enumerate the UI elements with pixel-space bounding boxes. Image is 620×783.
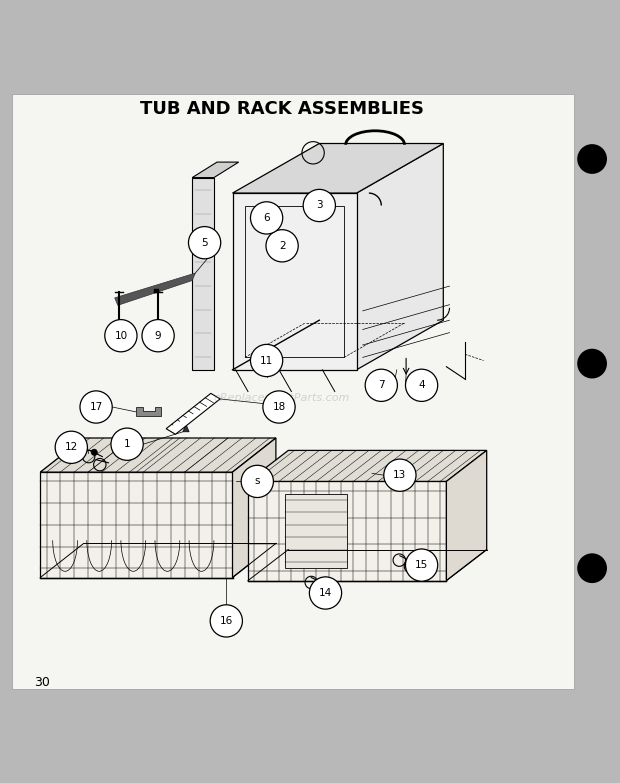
- Text: 13: 13: [393, 471, 407, 480]
- Polygon shape: [248, 450, 487, 482]
- Polygon shape: [40, 438, 276, 472]
- Circle shape: [577, 554, 607, 583]
- Polygon shape: [192, 178, 214, 370]
- Polygon shape: [192, 162, 239, 178]
- Circle shape: [250, 202, 283, 234]
- Text: 6: 6: [264, 213, 270, 223]
- Circle shape: [105, 319, 137, 352]
- Circle shape: [384, 459, 416, 491]
- Circle shape: [111, 428, 143, 460]
- Circle shape: [91, 449, 97, 456]
- Polygon shape: [248, 482, 446, 581]
- Text: 18: 18: [272, 402, 286, 412]
- Text: s: s: [255, 476, 260, 486]
- Text: 2: 2: [279, 241, 285, 251]
- Polygon shape: [232, 193, 356, 370]
- Circle shape: [577, 348, 607, 378]
- Circle shape: [365, 369, 397, 402]
- Circle shape: [263, 391, 295, 423]
- Circle shape: [241, 465, 273, 497]
- Text: 1: 1: [124, 439, 130, 449]
- Polygon shape: [136, 407, 161, 417]
- Circle shape: [210, 604, 242, 637]
- Text: 14: 14: [319, 588, 332, 598]
- Text: 17: 17: [89, 402, 103, 412]
- Text: TUB AND RACK ASSEMBLIES: TUB AND RACK ASSEMBLIES: [140, 100, 424, 118]
- Text: 30: 30: [34, 677, 50, 689]
- Text: 9: 9: [155, 330, 161, 341]
- Text: 5: 5: [202, 238, 208, 247]
- Circle shape: [405, 549, 438, 581]
- Text: 16: 16: [219, 616, 233, 626]
- Polygon shape: [356, 143, 443, 370]
- Text: 7: 7: [378, 381, 384, 390]
- Text: 4: 4: [418, 381, 425, 390]
- Circle shape: [303, 189, 335, 222]
- Circle shape: [250, 345, 283, 377]
- Circle shape: [266, 229, 298, 262]
- Text: eReplacementParts.com: eReplacementParts.com: [214, 393, 350, 402]
- Text: 11: 11: [260, 355, 273, 366]
- Circle shape: [309, 577, 342, 609]
- Circle shape: [405, 369, 438, 402]
- Circle shape: [80, 391, 112, 423]
- Text: 3: 3: [316, 200, 322, 211]
- Polygon shape: [232, 438, 276, 578]
- Circle shape: [55, 431, 87, 464]
- FancyBboxPatch shape: [12, 94, 574, 689]
- Circle shape: [188, 226, 221, 259]
- Polygon shape: [285, 494, 347, 568]
- Text: 15: 15: [415, 560, 428, 570]
- Circle shape: [142, 319, 174, 352]
- Polygon shape: [183, 424, 189, 431]
- Polygon shape: [115, 273, 195, 305]
- Polygon shape: [446, 450, 487, 581]
- Polygon shape: [166, 393, 220, 435]
- Polygon shape: [40, 472, 232, 578]
- Text: 10: 10: [114, 330, 128, 341]
- Circle shape: [577, 144, 607, 174]
- Polygon shape: [232, 143, 443, 193]
- Text: 12: 12: [64, 442, 78, 453]
